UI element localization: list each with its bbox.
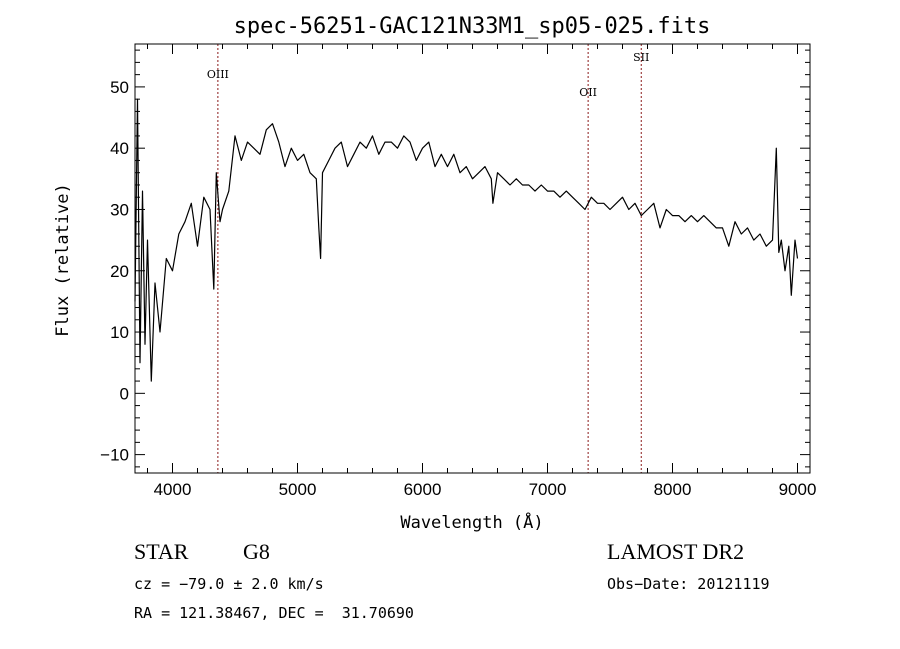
y-tick-label-2: 10 — [110, 323, 129, 342]
spectrum-series — [134, 98, 799, 382]
x-axis-label: Wavelength (Å) — [400, 511, 543, 533]
y-axis-label: Flux (relative) — [53, 183, 73, 337]
object-class: STAR — [134, 539, 189, 564]
x-tick-label-1: 5000 — [279, 480, 317, 499]
y-tick-label-6: 50 — [110, 78, 129, 97]
y-tick-label-3: 20 — [110, 262, 129, 281]
coordinates: RA = 121.38467, DEC = 31.70690 — [134, 604, 414, 622]
axis-ticks: 4000 5000 6000 7000 8000 9000 −10 0 10 20 30 40 50 — [100, 44, 816, 499]
object-subclass: G8 — [243, 539, 270, 564]
y-tick-label-0: −10 — [100, 446, 129, 465]
obs-date: Obs−Date: 20121119 — [607, 575, 770, 593]
y-tick-label-1: 0 — [120, 384, 129, 403]
x-tick-label-4: 8000 — [654, 480, 692, 499]
line-marker-label-2: SII — [633, 51, 649, 64]
y-tick-label-5: 40 — [110, 139, 129, 158]
x-tick-label-0: 4000 — [154, 480, 192, 499]
x-tick-label-3: 7000 — [529, 480, 567, 499]
survey-label: LAMOST DR2 — [607, 539, 745, 564]
plot-frame — [134, 43, 811, 474]
x-tick-label-2: 6000 — [404, 480, 442, 499]
chart-title: spec-56251-GAC121N33M1_sp05-025.fits — [234, 14, 711, 39]
line-marker-label-1: OII — [579, 86, 597, 99]
line-marker-label-0: OIII — [207, 68, 229, 81]
x-tick-label-5: 9000 — [779, 480, 817, 499]
line-markers: OIII OII SII — [207, 44, 649, 473]
redshift-readout: cz = −79.0 ± 2.0 km/s — [134, 575, 324, 593]
series-line-0 — [134, 98, 799, 382]
y-tick-label-4: 30 — [110, 200, 129, 219]
